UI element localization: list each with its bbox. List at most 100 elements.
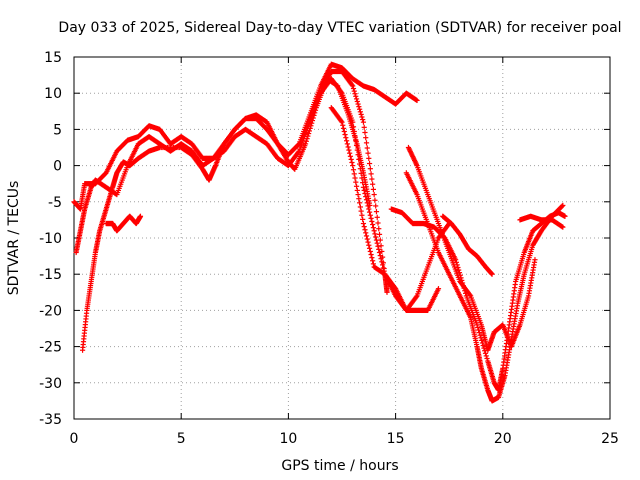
interpolated-point-series-2 [357,109,363,115]
interpolated-point-series-8 [514,303,520,309]
interpolated-point-series-6 [369,255,375,261]
y-axis: 15 10 5 0 -5 -10 -15 -20 -25 -30 -35 [39,50,610,428]
interpolated-point-series-6 [364,236,370,242]
data-point-series-6 [360,220,367,227]
interpolated-point-series-2 [368,171,374,177]
interpolated-point-series-6 [359,212,365,218]
interpolated-point-series-2 [295,149,301,155]
interpolated-point-series-2 [366,160,373,167]
interpolated-point-series-1 [413,97,419,103]
data-point-series-2 [371,191,377,198]
interpolated-point-series-7 [512,281,518,288]
interpolated-point-series-3 [212,164,218,170]
interpolated-point-series-2 [350,85,357,92]
interpolated-point-series-3 [88,280,94,287]
interpolated-point-series-5 [367,212,373,218]
interpolated-point-series-5 [372,231,378,237]
interpolated-point-series-5 [366,206,372,212]
interpolated-point-series-2 [373,209,380,215]
interpolated-point-series-6 [367,248,373,255]
interpolated-point-series-2 [363,140,370,146]
interpolated-point-series-2 [372,197,378,203]
y-tick-label: -10 [39,231,62,247]
interpolated-point-series-2 [360,116,366,123]
interpolated-point-series-3 [103,207,109,214]
interpolated-point-series-6 [346,147,352,153]
interpolated-point-series-6 [366,245,373,251]
interpolated-point-series-6 [363,233,370,239]
interpolated-point-series-2 [349,82,355,88]
interpolated-point-series-2 [353,96,360,102]
y-tick-label: -15 [39,267,62,283]
y-tick-label: 10 [44,86,62,102]
interpolated-point-series-2 [355,101,361,107]
interpolated-point-series-2 [364,145,370,151]
interpolated-point-series-2 [81,207,88,214]
x-tick-label: 20 [494,431,512,447]
interpolated-point-series-2 [376,226,382,232]
data-points [71,61,568,404]
interpolated-point-series-6 [363,230,369,236]
interpolated-point-series-6 [355,191,361,198]
interpolated-point-series-5 [373,234,379,240]
interpolated-point-series-6 [342,131,348,138]
interpolated-point-series-6 [352,175,358,181]
chart-title: Day 033 of 2025, Sidereal Day-to-day VTE… [58,20,621,36]
interpolated-point-series-3 [92,251,98,258]
interpolated-point-series-2 [367,166,373,172]
interpolated-point-series-9 [531,259,538,265]
x-tick-label: 5 [177,431,186,447]
interpolated-point-series-6 [361,224,367,230]
interpolated-point-series-6 [353,183,360,189]
interpolated-point-series-7 [475,324,481,331]
interpolated-point-series-2 [357,106,363,112]
y-tick-label: -5 [48,195,62,211]
interpolated-point-series-6 [368,251,374,258]
data-point-series-5 [371,228,377,234]
interpolated-point-series-2 [352,91,358,97]
interpolated-point-series-3 [198,164,204,170]
interpolated-point-series-5 [369,218,375,225]
interpolated-point-series-7 [483,353,489,359]
interpolated-point-series-6 [362,227,368,233]
interpolated-point-series-6 [347,150,353,156]
interpolated-point-series-2 [356,104,362,110]
interpolated-point-series-2 [361,124,367,130]
x-axis: 0 5 10 15 20 25 [70,57,619,447]
interpolated-point-series-6 [348,156,354,162]
interpolated-point-series-5 [368,215,374,221]
interpolated-point-series-2 [373,203,379,209]
interpolated-point-series-2 [363,135,369,141]
interpolated-point-series-6 [357,204,363,210]
interpolated-point-series-6 [350,167,357,173]
interpolated-point-series-6 [344,141,350,147]
interpolated-point-series-6 [353,179,359,185]
interpolated-point-series-6 [349,159,355,166]
grid-lines [74,57,610,419]
interpolated-point-series-2 [351,88,357,94]
interpolated-point-series-3 [83,310,90,316]
interpolated-point-series-2 [359,114,365,120]
interpolated-point-series-2 [370,181,376,187]
interpolated-point-series-5 [366,209,373,215]
y-tick-label: -25 [39,340,62,356]
interpolated-point-series-6 [343,138,350,144]
interpolated-point-series-6 [365,239,371,245]
data-point-series-6 [350,163,356,169]
interpolated-point-series-6 [370,258,376,264]
interpolated-point-series-2 [353,93,359,99]
interpolated-point-series-6 [347,153,354,159]
interpolated-point-series-6 [360,216,366,222]
interpolated-point-series-3 [96,229,103,235]
interpolated-point-series-2 [354,98,360,105]
interpolated-point-series-6 [358,208,364,214]
interpolated-point-series-6 [345,144,351,150]
y-tick-label: 15 [44,50,62,66]
interpolated-point-series-2 [365,150,371,156]
interpolated-point-series-6 [366,242,372,248]
interpolated-point-series-7 [479,337,485,343]
interpolated-point-series-2 [358,111,364,118]
interpolated-point-series-2 [77,229,83,235]
interpolated-point-series-3 [109,186,115,192]
y-tick-label: 0 [53,159,62,175]
